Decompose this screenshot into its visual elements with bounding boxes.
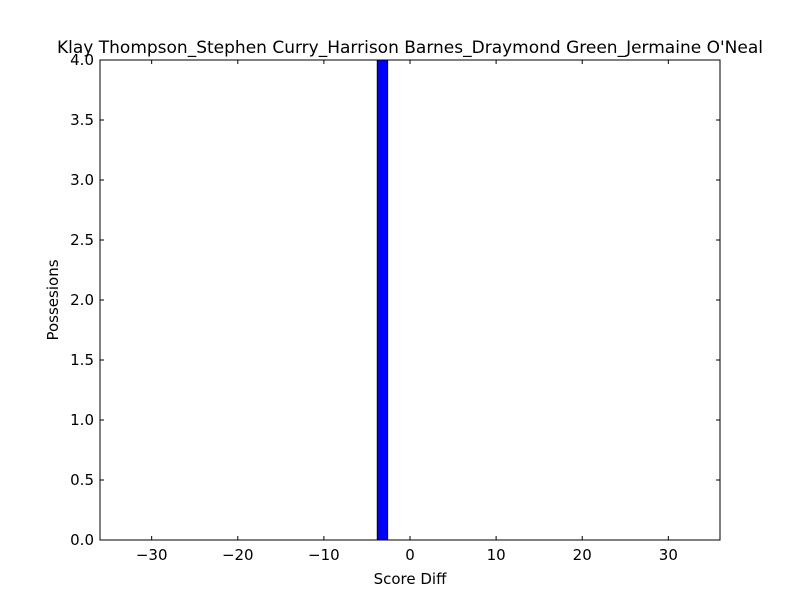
y-tick-label: 2.5 xyxy=(70,231,94,249)
bars-layer xyxy=(376,59,389,541)
chart-title: Klay Thompson_Stephen Curry_Harrison Bar… xyxy=(57,38,763,58)
x-tick-label: −30 xyxy=(136,546,168,564)
x-tick-label: −20 xyxy=(222,546,254,564)
y-tick-label: 3.0 xyxy=(70,171,94,189)
ticks-layer: −30 −20 −10 0 10 20 30 0.0 0.5 1.0 1.5 2.0 2.5 3.0 3.5… xyxy=(70,51,720,564)
x-tick-label: −10 xyxy=(308,546,340,564)
plot-frame xyxy=(99,59,721,541)
y-tick-label: 1.5 xyxy=(70,351,94,369)
x-tick-label: 30 xyxy=(659,546,678,564)
y-tick-label: 3.5 xyxy=(70,111,94,129)
x-tick-label: 0 xyxy=(405,546,415,564)
y-tick-label: 2.0 xyxy=(70,291,94,309)
x-tick-label: 10 xyxy=(487,546,506,564)
y-tick-label: 0.0 xyxy=(70,531,94,549)
y-tick-label: 4.0 xyxy=(70,51,94,69)
x-axis-label: Score Diff xyxy=(374,570,447,588)
y-tick-label: 0.5 xyxy=(70,471,94,489)
x-tick-label: 20 xyxy=(573,546,592,564)
histogram-bar xyxy=(376,59,389,541)
y-axis-label: Possesions xyxy=(44,259,62,340)
y-tick-label: 1.0 xyxy=(70,411,94,429)
